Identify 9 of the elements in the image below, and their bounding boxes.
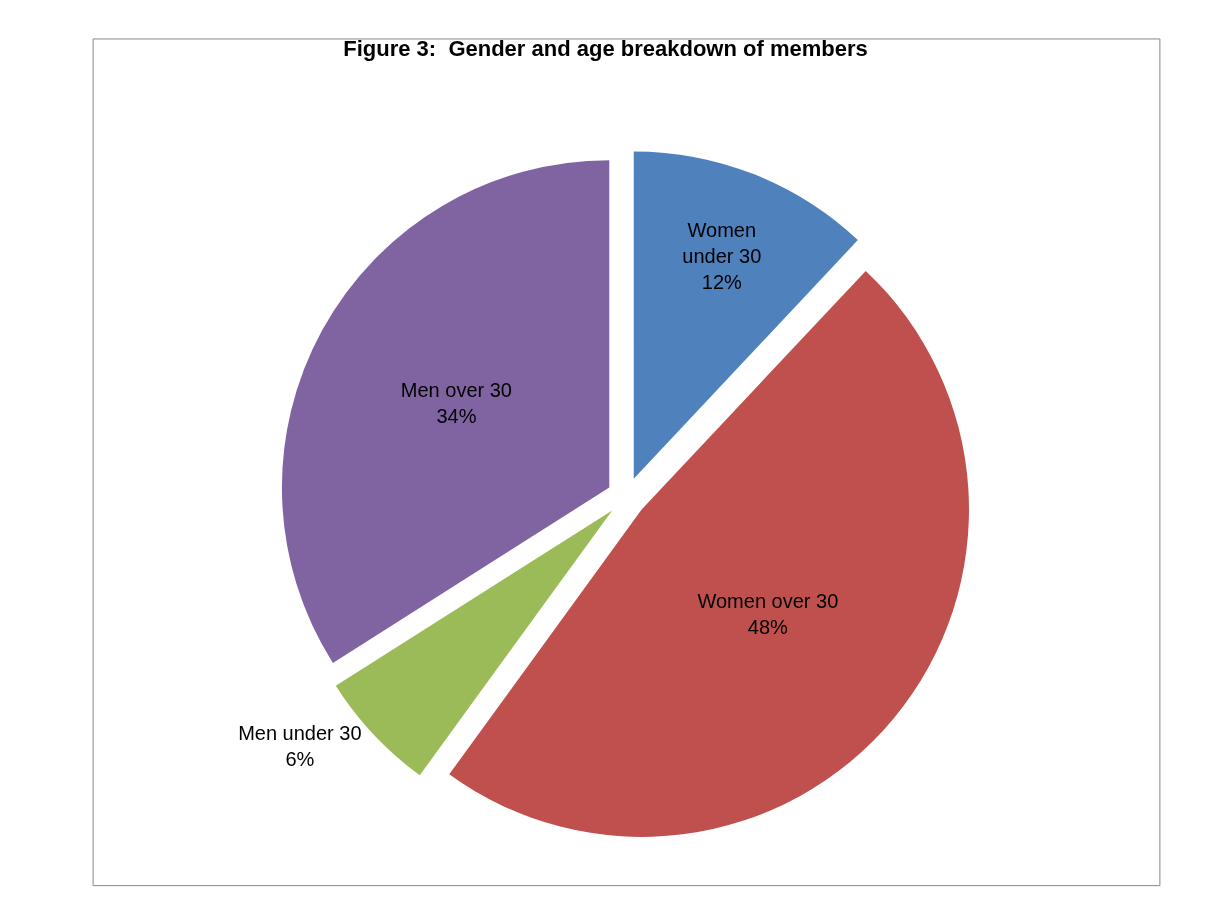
chart-title: Figure 3: Gender and age breakdown of members: [343, 36, 868, 62]
data-label: 48%: [747, 615, 789, 638]
slice-label: Women over 30: [697, 589, 839, 612]
data-label: 34%: [436, 405, 477, 428]
data-label: 12%: [701, 271, 743, 294]
data-label: 6%: [285, 747, 315, 770]
slice-label: Women under 30: [682, 219, 762, 268]
slice-label: Men under 30: [238, 721, 362, 744]
slice-label: Men over 30: [400, 379, 512, 402]
